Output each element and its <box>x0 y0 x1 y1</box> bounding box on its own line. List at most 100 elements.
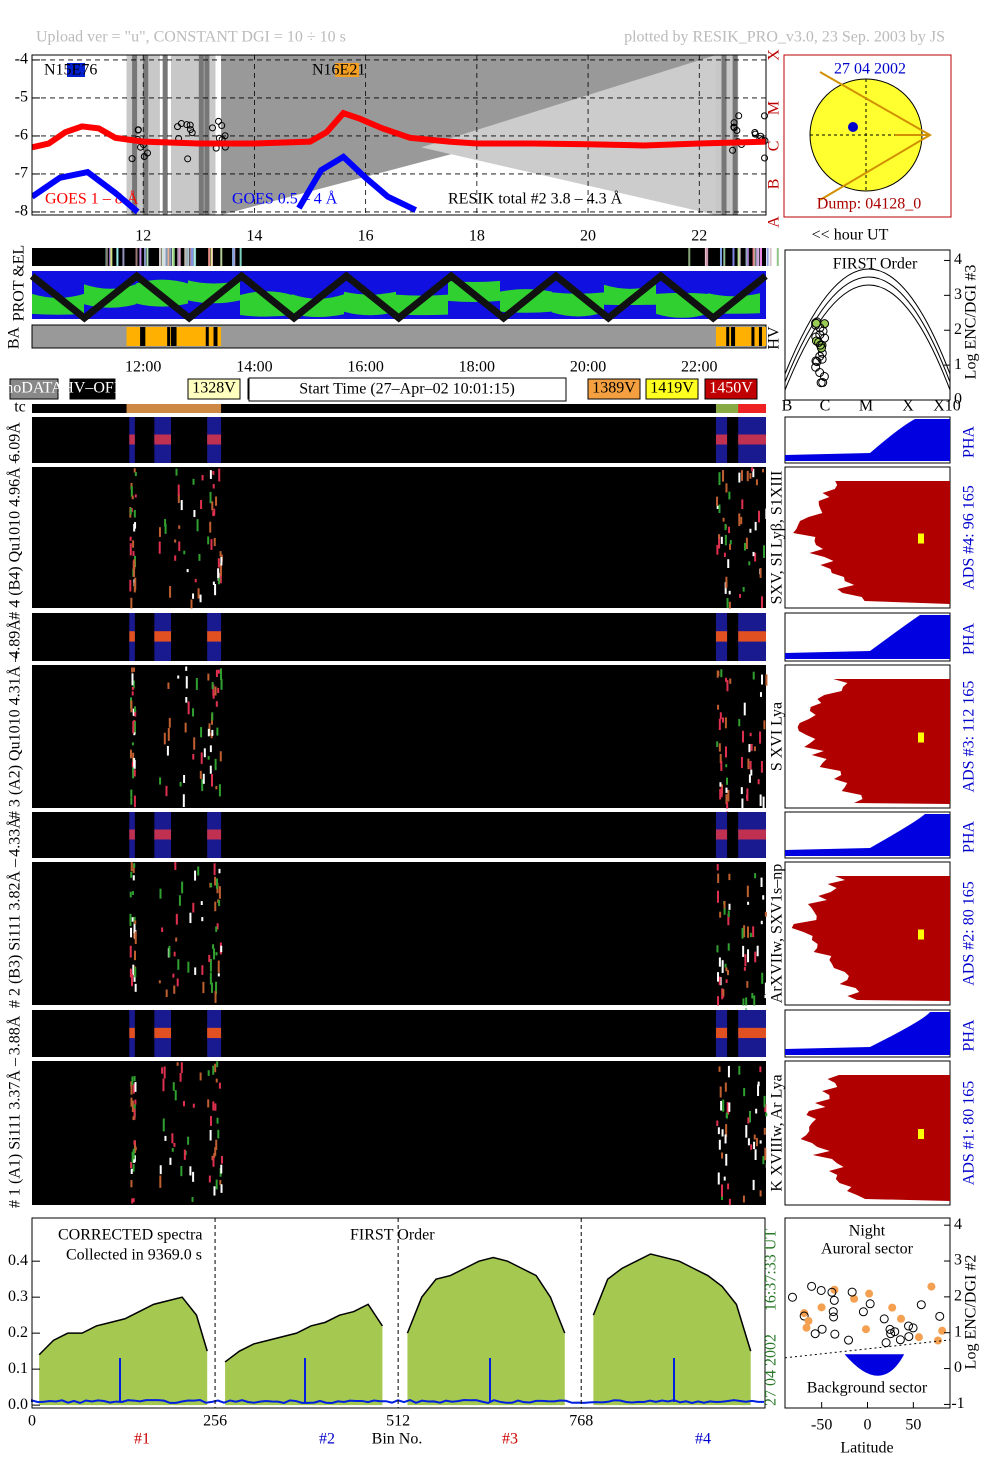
pixel <box>193 509 196 517</box>
x-label: X <box>902 398 914 415</box>
pixel <box>765 1163 768 1168</box>
pixel <box>129 968 132 978</box>
pixel <box>741 927 744 939</box>
pixel <box>159 777 162 785</box>
pixel <box>215 496 218 506</box>
pixel <box>215 1078 218 1083</box>
ads-label: ADS #4: 96 165 <box>961 485 978 589</box>
orbit-dot <box>817 1324 827 1334</box>
pixel <box>185 697 188 703</box>
pixel <box>214 686 217 696</box>
pixel <box>131 761 134 768</box>
strip-tick <box>220 248 223 266</box>
y-tick-label: 0.3 <box>8 1288 28 1305</box>
time-label: 20:00 <box>570 359 606 376</box>
y-tick-label: -6 <box>15 127 28 144</box>
pixel <box>177 493 180 504</box>
pixel <box>725 1112 728 1119</box>
pixel <box>718 743 721 752</box>
pixel <box>129 579 132 592</box>
x-tick-label: 256 <box>203 1413 227 1430</box>
pixel <box>738 719 741 727</box>
y-tick-label: 0 <box>954 1359 962 1376</box>
pixel <box>192 593 195 599</box>
pixel <box>717 1172 720 1185</box>
pixel <box>764 1104 767 1113</box>
pixel <box>214 584 217 596</box>
pixel <box>193 737 196 750</box>
pixel <box>745 1125 748 1138</box>
pixel <box>743 702 746 716</box>
strip-label: HV <box>766 326 783 350</box>
pixel <box>743 1087 746 1097</box>
resik-dot <box>761 154 769 162</box>
pixel <box>202 773 205 784</box>
pixel <box>220 678 223 690</box>
pixel <box>174 555 177 561</box>
pixel <box>134 577 137 591</box>
pixel <box>727 559 730 569</box>
tc-strip <box>32 404 766 413</box>
legend-label: 1419V <box>650 380 694 397</box>
orbit-dot <box>861 1325 870 1334</box>
pixel <box>159 1175 162 1188</box>
x-tick-label: 16 <box>358 228 374 245</box>
pixel <box>133 769 136 777</box>
orbit-dot <box>810 1329 820 1339</box>
orbit-dot <box>847 1287 857 1297</box>
pixel <box>745 997 748 1010</box>
pixel <box>217 558 220 568</box>
pixel <box>161 927 164 932</box>
x-tick-label: 0 <box>864 1417 872 1434</box>
strip-tick <box>167 248 170 266</box>
image-panel <box>32 1061 766 1205</box>
pixel <box>198 553 201 561</box>
strip-particles <box>32 248 766 266</box>
pixel <box>762 895 765 900</box>
pha-core <box>129 434 135 445</box>
strip-label: BA <box>6 326 23 349</box>
pixel <box>742 945 745 957</box>
pixel <box>219 1180 222 1185</box>
pixel <box>719 788 722 800</box>
pixel <box>215 981 218 995</box>
pixel <box>761 468 764 473</box>
pixel <box>761 972 764 984</box>
resik-dot <box>729 146 737 154</box>
orbit-dot <box>804 1316 813 1325</box>
pixel <box>765 1112 768 1117</box>
pixel <box>131 917 134 922</box>
pixel <box>746 885 749 898</box>
pixel <box>219 751 222 762</box>
strip-tick <box>122 248 125 266</box>
pixel <box>185 666 188 671</box>
pixel <box>716 1120 719 1126</box>
pixel <box>721 1152 724 1159</box>
gap-hatch <box>421 55 716 215</box>
pixel <box>211 729 214 736</box>
pixel <box>752 926 755 938</box>
spectrum-line <box>38 1253 752 1363</box>
pixel <box>719 911 722 918</box>
pixel <box>183 774 186 783</box>
pixel <box>759 568 762 578</box>
hv-on <box>715 327 766 346</box>
pha-core <box>207 829 222 840</box>
ads-shape <box>800 1075 950 1201</box>
gap-bar <box>162 55 168 215</box>
pha-core <box>154 1027 172 1039</box>
pixel <box>724 524 727 531</box>
pixel <box>725 794 728 805</box>
section-label: #4 <box>695 1431 711 1448</box>
pixel <box>131 1151 134 1163</box>
orbit-dot <box>916 1300 926 1310</box>
pixel <box>129 543 132 556</box>
pixel <box>175 937 178 942</box>
pixel <box>728 526 731 534</box>
pixel <box>159 1165 162 1175</box>
pixel <box>217 669 220 674</box>
x-tick-label: 14 <box>246 228 262 245</box>
x-label: M <box>859 398 873 415</box>
section-label: #3 <box>502 1431 518 1448</box>
resik-dot <box>134 126 142 134</box>
